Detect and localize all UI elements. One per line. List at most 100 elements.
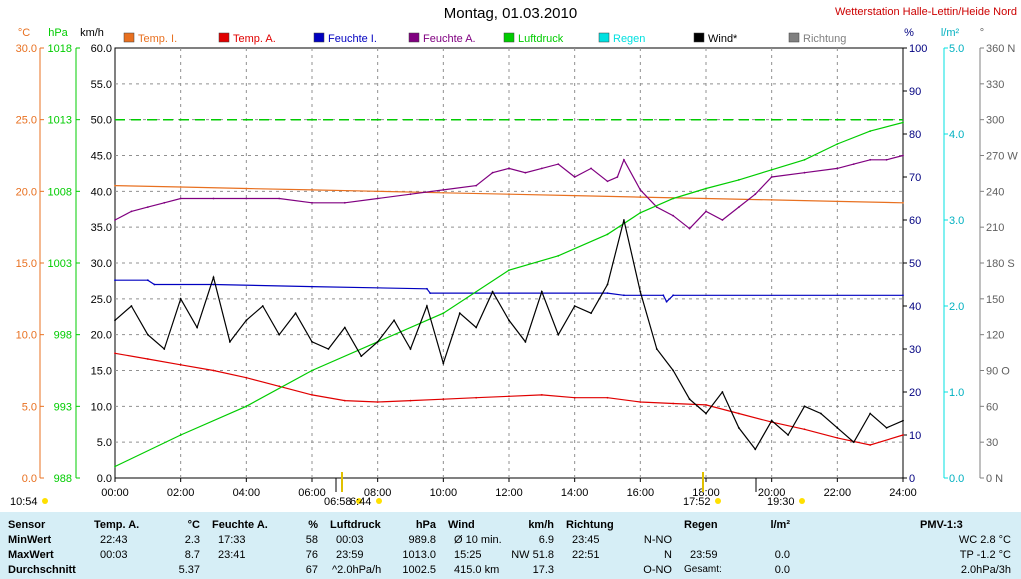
data-point xyxy=(475,396,478,399)
data-point xyxy=(114,352,116,355)
cell-windchill: WC 2.8 °C xyxy=(958,534,1011,546)
temp-tick-label: 25.0 xyxy=(16,115,37,127)
col-header: Richtung xyxy=(566,519,614,531)
data-point xyxy=(524,340,527,343)
data-point xyxy=(665,300,668,303)
data-point xyxy=(508,167,510,170)
cell-value: 5.37 xyxy=(178,564,200,576)
data-point xyxy=(261,305,264,307)
data-point xyxy=(902,121,904,124)
col-unit: km/h xyxy=(528,519,554,531)
wind-tick-label: 15.0 xyxy=(91,366,112,378)
wind-tick-label: 35.0 xyxy=(91,222,112,234)
data-point xyxy=(475,184,478,187)
cell-time: 15:25 xyxy=(454,549,482,561)
data-point xyxy=(442,362,445,365)
direction-tick-label: 90 O xyxy=(986,366,1010,378)
data-point xyxy=(590,167,592,170)
data-point xyxy=(146,206,149,209)
legend-label-richtung: Richtung xyxy=(803,33,846,45)
data-point xyxy=(442,189,445,191)
data-point xyxy=(540,290,543,293)
x-marker-label: 19:30 xyxy=(767,496,795,508)
x-marker-label: 17:52 xyxy=(683,496,711,508)
data-point xyxy=(376,401,379,403)
data-point xyxy=(885,158,888,161)
cell-value: 1002.5 xyxy=(402,564,436,576)
direction-tick-label: 240 xyxy=(986,186,1004,198)
data-point xyxy=(836,436,839,439)
data-point xyxy=(869,130,872,133)
cell-value: 6.9 xyxy=(538,534,554,546)
legend-swatch-temp_a xyxy=(218,32,230,43)
wind-tick-label: 60.0 xyxy=(91,43,112,55)
data-point xyxy=(426,287,428,290)
wind-unit: km/h xyxy=(80,27,104,39)
wind-tick-label: 10.0 xyxy=(91,401,112,413)
data-point xyxy=(672,369,675,372)
data-point xyxy=(376,197,379,200)
data-point xyxy=(573,176,576,178)
x-tick-label: 00:00 xyxy=(101,487,129,499)
cell-pressure-trend: 2.0hPa/3h xyxy=(960,564,1011,576)
data-point xyxy=(130,210,133,213)
rain-tick-label: 2.0 xyxy=(949,301,964,313)
legend-swatch-wind xyxy=(693,32,705,43)
rain-tick-label: 3.0 xyxy=(949,215,964,227)
data-point xyxy=(770,168,773,171)
x-tick-label: 04:00 xyxy=(233,487,261,499)
data-point xyxy=(705,197,707,200)
data-point xyxy=(491,290,494,293)
legend-swatch-luftdruck xyxy=(503,32,515,43)
data-point xyxy=(573,194,576,197)
legend-label-feuchte_i: Feuchte I. xyxy=(328,33,377,45)
legend-label-wind: Wind* xyxy=(708,33,738,45)
data-point xyxy=(146,279,149,282)
humidity-tick-label: 70 xyxy=(909,172,921,184)
direction-tick-label: 0 N xyxy=(986,473,1003,485)
data-point xyxy=(508,269,510,272)
x-tick-label: 06:00 xyxy=(298,487,326,499)
data-point xyxy=(885,426,888,429)
sun-marker-icon xyxy=(715,498,721,504)
data-point xyxy=(311,285,313,288)
cell-value: N-NO xyxy=(643,534,672,546)
data-point xyxy=(442,312,445,315)
data-point xyxy=(343,326,346,329)
humidity-tick-label: 80 xyxy=(909,129,921,141)
data-point xyxy=(606,283,609,286)
cell-time: 23:45 xyxy=(572,534,600,546)
data-point xyxy=(606,396,609,399)
direction-tick-label: 360 N xyxy=(986,43,1015,55)
data-point xyxy=(902,294,904,297)
data-point xyxy=(672,294,675,297)
data-point xyxy=(606,180,609,183)
chart-title: Montag, 01.03.2010 xyxy=(443,5,578,22)
cell-total-label: Gesamt: xyxy=(684,564,722,575)
data-point xyxy=(540,393,543,396)
cell-time: Ø 10 min. xyxy=(454,534,502,546)
data-point xyxy=(623,158,625,161)
x-tick-label: 16:00 xyxy=(627,487,655,499)
data-point xyxy=(114,279,116,282)
sun-marker-icon xyxy=(356,498,362,504)
data-point xyxy=(803,405,806,408)
data-point xyxy=(458,312,461,315)
temp-tick-label: 15.0 xyxy=(16,258,37,270)
data-point xyxy=(327,348,330,350)
direction-tick-label: 120 xyxy=(986,330,1004,342)
col-feuchte-a: Feuchte A. % 17:33 58 23:41 76 67 xyxy=(212,512,322,579)
cell-time: 17:33 xyxy=(218,534,246,546)
data-point xyxy=(623,294,625,297)
data-point xyxy=(442,191,445,194)
data-point xyxy=(409,193,412,196)
humidity-tick-label: 60 xyxy=(909,215,921,227)
cell-time: 22:43 xyxy=(100,534,128,546)
data-point xyxy=(820,412,822,415)
data-point xyxy=(179,186,182,188)
data-point xyxy=(343,201,346,204)
data-point xyxy=(902,434,904,436)
data-point xyxy=(343,399,346,402)
station-name: Wetterstation Halle-Lettin/Heide Nord xyxy=(835,6,1017,18)
data-point xyxy=(114,465,116,468)
